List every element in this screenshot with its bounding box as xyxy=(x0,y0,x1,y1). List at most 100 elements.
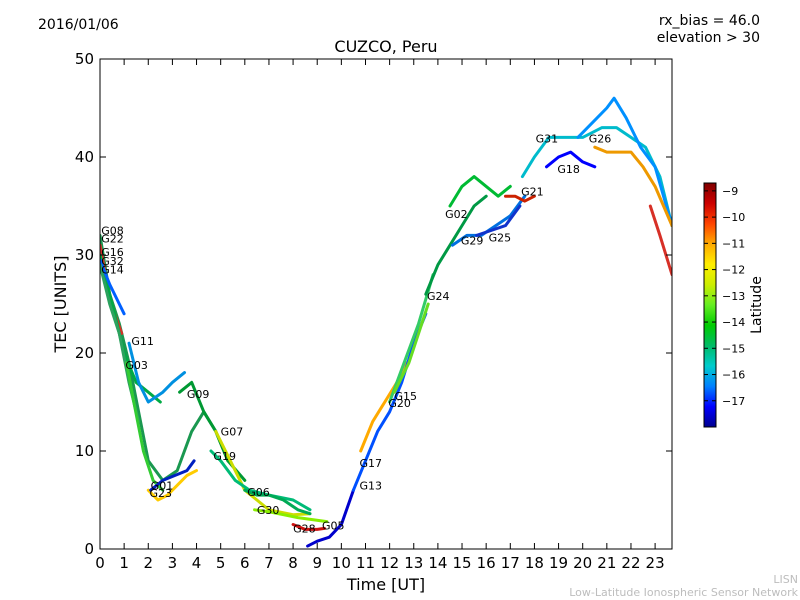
series-g24 xyxy=(424,194,488,296)
series-g03 xyxy=(125,361,165,492)
series-g25 xyxy=(475,204,522,237)
x-tick-label: 13 xyxy=(404,554,423,572)
x-tick-label: 16 xyxy=(477,554,496,572)
x-tick-label: 7 xyxy=(264,554,274,572)
chart-title: CUZCO, Peru xyxy=(334,37,438,56)
satellite-label-g17: G17 xyxy=(359,457,382,470)
series-g16 xyxy=(100,253,162,404)
x-tick-label: 19 xyxy=(549,554,568,572)
colorbar-gradient xyxy=(703,182,717,428)
y-tick-label: 50 xyxy=(75,50,94,68)
satellite-label-g05: G05 xyxy=(322,519,345,532)
satellite-label-g15: G15 xyxy=(394,390,417,403)
satellite-label-g30: G30 xyxy=(257,504,280,517)
colorbar-tick-label: −9 xyxy=(722,185,738,198)
satellite-label-g19: G19 xyxy=(213,450,236,463)
x-tick-label: 4 xyxy=(192,554,202,572)
x-tick-label: 5 xyxy=(216,554,226,572)
x-tick-label: 23 xyxy=(646,554,665,572)
series-g12 xyxy=(593,145,672,228)
x-tick-label: 12 xyxy=(380,554,399,572)
series-g32 xyxy=(100,258,126,316)
series-g21 xyxy=(504,194,536,203)
x-tick-label: 3 xyxy=(168,554,178,572)
satellite-label-g31: G31 xyxy=(536,132,559,145)
satellite-label-g07: G07 xyxy=(221,425,244,438)
series-g20 xyxy=(388,273,435,404)
series-g19 xyxy=(209,449,312,512)
satellite-label-g26: G26 xyxy=(589,132,612,145)
footer-lisn: LISN xyxy=(773,573,798,586)
date-label: 2016/01/06 xyxy=(38,17,119,33)
satellite-label-g23: G23 xyxy=(149,487,172,500)
satellite-label-g25: G25 xyxy=(489,231,512,244)
colorbar-tick-label: −12 xyxy=(722,264,745,277)
colorbar-tick-label: −14 xyxy=(722,316,745,329)
satellite-label-g16: G16 xyxy=(101,246,124,259)
x-tick-label: 0 xyxy=(95,554,105,572)
satellite-label-g03: G03 xyxy=(125,359,148,372)
series-g11 xyxy=(127,341,186,404)
series-g31 xyxy=(520,126,672,228)
satellite-label-g22: G22 xyxy=(101,232,124,245)
satellite-label-g24: G24 xyxy=(427,290,450,303)
y-tick-label: 30 xyxy=(75,246,94,264)
colorbar-tick-label: −10 xyxy=(722,211,745,224)
y-tick-label: 10 xyxy=(75,442,94,460)
colorbar-tick-label: −15 xyxy=(722,342,745,355)
satellite-label-g18: G18 xyxy=(557,163,580,176)
satellite-label-g02: G02 xyxy=(445,208,468,221)
x-tick-label: 14 xyxy=(428,554,447,572)
elevation-label: elevation > 30 xyxy=(656,30,760,46)
series-g30 xyxy=(253,508,329,524)
y-tick-label: 20 xyxy=(75,344,94,362)
y-tick-label: 0 xyxy=(84,540,94,558)
satellite-label-g11: G11 xyxy=(131,335,154,348)
y-axis-label: TEC [UNITS] xyxy=(51,256,70,354)
satellite-label-g21: G21 xyxy=(521,185,544,198)
x-tick-label: 1 xyxy=(119,554,129,572)
x-tick-label: 6 xyxy=(240,554,250,572)
x-tick-label: 10 xyxy=(332,554,351,572)
satellite-label-g20: G20 xyxy=(388,397,411,410)
colorbar-tick-label: −11 xyxy=(722,237,745,250)
x-tick-label: 17 xyxy=(501,554,520,572)
x-tick-label: 9 xyxy=(312,554,322,572)
colorbar-ticks: −9 −10 −11 −12 −13 −14 −15 −16 −17 xyxy=(704,185,745,408)
footer-network: Low-Latitude Ionospheric Sensor Network xyxy=(569,586,798,599)
satellite-label-g09: G09 xyxy=(187,388,210,401)
x-tick-label: 2 xyxy=(143,554,153,572)
x-tick-label: 11 xyxy=(356,554,375,572)
series-g06 xyxy=(243,488,312,516)
satellite-label-g29: G29 xyxy=(461,234,484,247)
x-tick-label: 22 xyxy=(621,554,640,572)
rx-bias-block: rx_bias = 46.0 elevation > 30 xyxy=(657,13,760,47)
series-g01 xyxy=(146,469,198,502)
series-layer xyxy=(100,96,672,548)
colorbar-label: Latitude xyxy=(749,276,765,334)
x-tick-label: 15 xyxy=(452,554,471,572)
x-tick-label: 18 xyxy=(525,554,544,572)
rx-bias-label: rx_bias = 46.0 xyxy=(658,13,760,29)
x-tick-label: 20 xyxy=(573,554,592,572)
series-g15 xyxy=(392,302,430,394)
y-tick-label: 40 xyxy=(75,148,94,166)
series-g26 xyxy=(576,96,672,228)
satellite-label-g28: G28 xyxy=(293,522,316,535)
series-g10 xyxy=(648,204,672,277)
colorbar-tick-label: −16 xyxy=(722,369,745,382)
x-axis-label: Time [UT] xyxy=(346,575,425,594)
colorbar: −9 −10 −11 −12 −13 −14 −15 −16 −17 Latitude xyxy=(703,182,765,428)
x-tick-label: 8 xyxy=(288,554,298,572)
satellite-label-g13: G13 xyxy=(359,479,382,492)
satellite-label-g32: G32 xyxy=(101,255,124,268)
series-g23 xyxy=(149,459,196,492)
satellite-label-g08: G08 xyxy=(101,225,124,238)
satellite-label-g01: G01 xyxy=(151,479,174,492)
y-axis: 0 10 20 30 40 50 xyxy=(75,50,672,558)
plot-frame xyxy=(99,58,673,550)
footer: LISN Low-Latitude Ionospheric Sensor Net… xyxy=(569,573,798,599)
series-g07 xyxy=(214,429,312,517)
